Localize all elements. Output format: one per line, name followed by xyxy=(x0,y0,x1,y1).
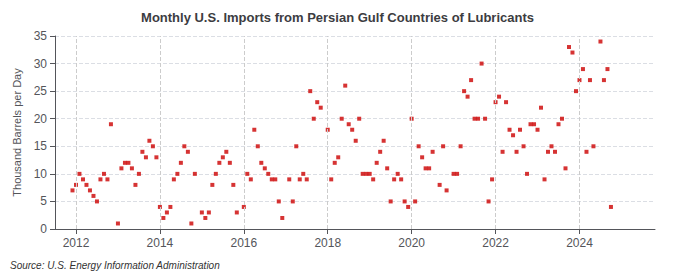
svg-text:2014: 2014 xyxy=(147,236,174,250)
svg-text:Source: U.S. Energy Informatio: Source: U.S. Energy Information Administ… xyxy=(10,260,220,271)
svg-text:5: 5 xyxy=(40,194,47,208)
svg-text:2016: 2016 xyxy=(230,236,257,250)
svg-text:Monthly U.S. Imports from Pers: Monthly U.S. Imports from Persian Gulf C… xyxy=(141,10,534,25)
svg-text:2012: 2012 xyxy=(63,236,90,250)
svg-text:2018: 2018 xyxy=(314,236,341,250)
svg-text:10: 10 xyxy=(34,167,48,181)
svg-text:25: 25 xyxy=(34,84,48,98)
svg-text:Thousand Barrels per Day: Thousand Barrels per Day xyxy=(11,68,23,197)
svg-text:35: 35 xyxy=(34,29,48,43)
svg-text:30: 30 xyxy=(34,57,48,71)
svg-text:20: 20 xyxy=(34,112,48,126)
svg-text:2024: 2024 xyxy=(566,236,593,250)
svg-text:15: 15 xyxy=(34,139,48,153)
svg-text:2022: 2022 xyxy=(482,236,509,250)
svg-text:2020: 2020 xyxy=(398,236,425,250)
svg-text:0: 0 xyxy=(40,222,47,236)
